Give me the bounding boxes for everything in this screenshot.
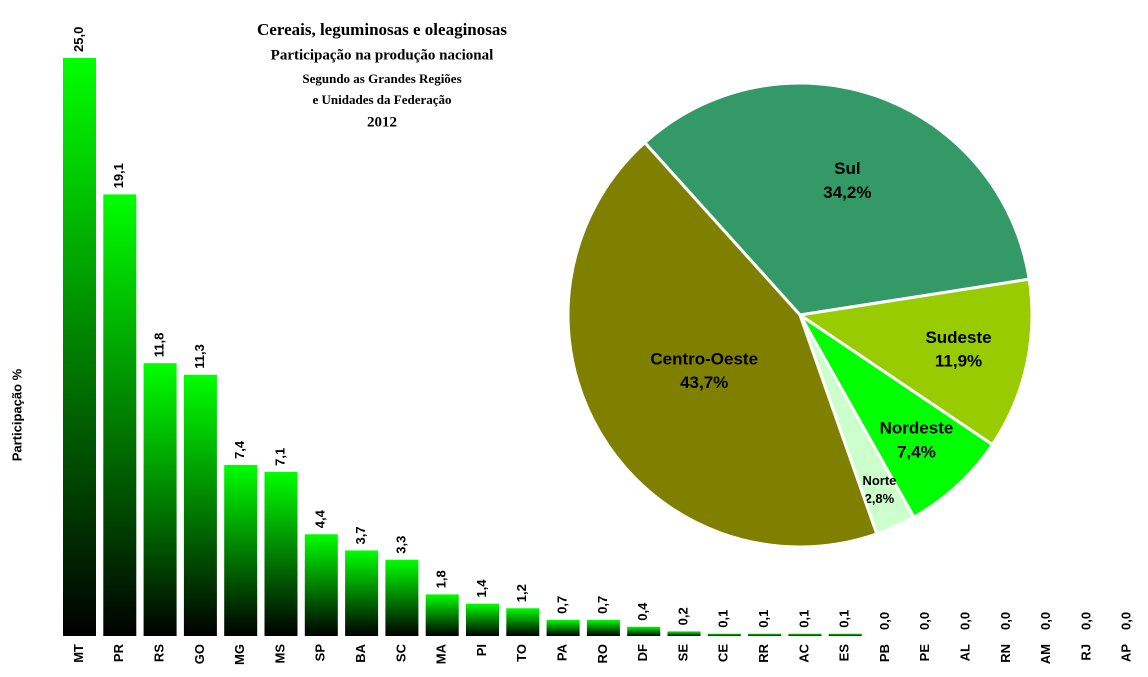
x-tick-label: MS bbox=[272, 644, 287, 664]
x-tick-label: PR bbox=[111, 643, 126, 662]
data-label: 3,3 bbox=[393, 536, 408, 554]
slice-label: Centro-Oeste bbox=[650, 349, 758, 368]
bar bbox=[627, 626, 661, 636]
bar bbox=[224, 464, 258, 636]
slice-value: 11,9% bbox=[935, 352, 982, 371]
slice-label: Norte bbox=[862, 473, 896, 488]
bar bbox=[586, 619, 620, 636]
bar bbox=[667, 631, 701, 636]
data-label: 4,4 bbox=[313, 509, 328, 528]
x-tick-label: BA bbox=[353, 643, 368, 662]
data-label: 0,0 bbox=[917, 612, 932, 630]
slice-value: 34,2% bbox=[823, 183, 871, 202]
slice-value: 43,7% bbox=[680, 373, 728, 392]
data-label: 7,4 bbox=[232, 440, 247, 459]
data-label: 0,2 bbox=[675, 607, 690, 625]
data-label: 1,2 bbox=[514, 584, 529, 602]
slice-label: Sudeste bbox=[925, 328, 991, 347]
x-tick-label: MA bbox=[434, 643, 449, 664]
slice-label: Sul bbox=[834, 159, 860, 178]
x-tick-label: CE bbox=[716, 644, 731, 662]
bar bbox=[385, 559, 419, 636]
data-label: 0,1 bbox=[837, 610, 852, 628]
bar bbox=[707, 633, 741, 636]
x-tick-label: MT bbox=[71, 644, 86, 663]
x-tick-label: PI bbox=[474, 644, 489, 656]
bar bbox=[143, 363, 177, 636]
data-label: 0,0 bbox=[877, 612, 892, 630]
subtitle: 2012 bbox=[367, 114, 397, 130]
data-label: 0,7 bbox=[595, 596, 610, 614]
data-label: 0,1 bbox=[796, 610, 811, 628]
x-tick-label: AC bbox=[796, 643, 811, 662]
data-label: 25,0 bbox=[71, 27, 86, 52]
x-tick-label: RR bbox=[756, 643, 771, 662]
x-tick-label: PE bbox=[917, 644, 932, 662]
bar bbox=[345, 550, 379, 636]
chart-title: Cereais, leguminosas e oleaginosas bbox=[257, 20, 507, 39]
data-label: 1,8 bbox=[434, 570, 449, 588]
slice-label: Nordeste bbox=[880, 419, 954, 438]
data-label: 0,1 bbox=[716, 610, 731, 628]
data-label: 0,0 bbox=[958, 612, 973, 630]
x-tick-label: RN bbox=[998, 644, 1013, 663]
data-label: 0,4 bbox=[635, 602, 650, 621]
x-tick-label: GO bbox=[192, 644, 207, 664]
data-label: 7,1 bbox=[272, 448, 287, 466]
x-tick-label: MG bbox=[232, 644, 247, 665]
subtitle: Segundo as Grandes Regiões bbox=[302, 71, 461, 86]
x-tick-label: AL bbox=[958, 644, 973, 661]
x-tick-label: PA bbox=[555, 643, 570, 661]
slice-value: 2,8% bbox=[865, 491, 895, 506]
x-tick-label: RS bbox=[152, 644, 167, 662]
data-label: 0,1 bbox=[756, 610, 771, 628]
pie-slice bbox=[795, 277, 1034, 447]
bar bbox=[546, 619, 580, 636]
data-label: 0,0 bbox=[1119, 612, 1134, 630]
bar bbox=[828, 633, 862, 636]
bar bbox=[103, 194, 137, 636]
bar bbox=[264, 471, 298, 636]
bar bbox=[788, 633, 822, 636]
bar bbox=[425, 594, 459, 636]
x-tick-label: RJ bbox=[1078, 644, 1093, 661]
bar bbox=[506, 608, 540, 636]
bar bbox=[63, 58, 96, 636]
data-label: 0,0 bbox=[1078, 612, 1093, 630]
x-tick-label: AM bbox=[1038, 644, 1053, 664]
x-tick-label: PB bbox=[877, 644, 892, 662]
bar bbox=[304, 534, 338, 636]
data-label: 0,7 bbox=[555, 596, 570, 614]
y-axis-label: Participação % bbox=[9, 368, 24, 461]
pie-slice bbox=[566, 140, 879, 549]
x-tick-label: SP bbox=[313, 644, 328, 662]
data-label: 19,1 bbox=[111, 163, 126, 188]
x-tick-label: SC bbox=[393, 643, 408, 662]
x-tick-label: TO bbox=[514, 644, 529, 662]
data-label: 0,0 bbox=[998, 612, 1013, 630]
subtitle: e Unidades da Federação bbox=[312, 92, 451, 107]
pie-slice bbox=[798, 313, 995, 520]
data-label: 3,7 bbox=[353, 526, 368, 544]
x-tick-label: SE bbox=[675, 644, 690, 662]
subtitle: Participação na produção nacional bbox=[271, 47, 494, 63]
x-tick-label: DF bbox=[635, 644, 650, 661]
data-label: 1,4 bbox=[474, 579, 489, 598]
x-tick-label: RO bbox=[595, 644, 610, 664]
x-tick-label: AP bbox=[1119, 644, 1134, 662]
slice-value: 7,4% bbox=[897, 443, 936, 462]
x-tick-label: ES bbox=[837, 644, 852, 662]
pie-slice bbox=[642, 81, 1031, 317]
data-label: 11,3 bbox=[192, 344, 207, 369]
bar bbox=[183, 374, 217, 636]
bar bbox=[748, 633, 782, 636]
data-label: 0,0 bbox=[1038, 612, 1053, 630]
bar bbox=[466, 603, 499, 636]
data-label: 11,8 bbox=[152, 333, 167, 358]
